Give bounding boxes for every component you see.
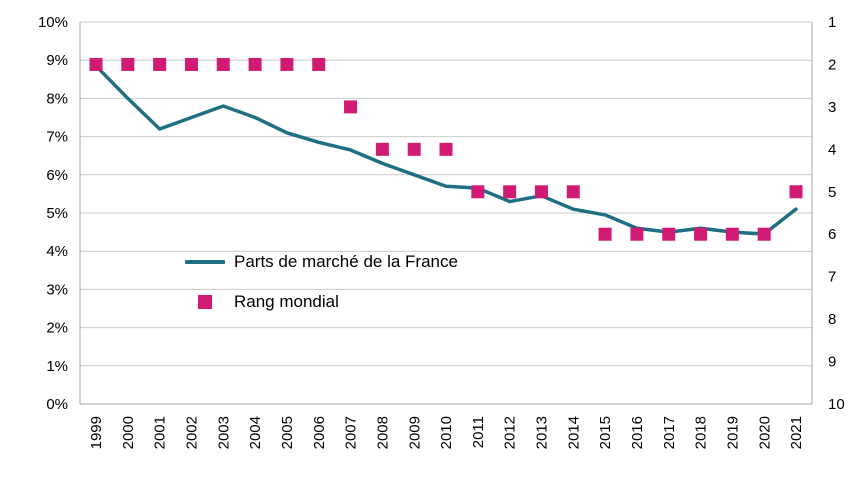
svg-text:2000: 2000 xyxy=(120,416,137,449)
line-series-swatch-icon xyxy=(185,260,225,264)
svg-text:2%: 2% xyxy=(46,320,68,337)
svg-text:8%: 8% xyxy=(46,90,68,107)
svg-text:2006: 2006 xyxy=(311,416,328,449)
svg-text:0%: 0% xyxy=(46,396,68,413)
svg-text:2018: 2018 xyxy=(693,416,710,449)
svg-text:2008: 2008 xyxy=(374,416,391,449)
svg-text:2002: 2002 xyxy=(184,416,201,449)
svg-text:2007: 2007 xyxy=(343,416,360,449)
legend-label-line: Parts de marché de la France xyxy=(234,252,458,271)
svg-text:7%: 7% xyxy=(46,129,68,146)
svg-text:7: 7 xyxy=(828,269,836,286)
y-axis-right: 1 2 3 4 5 6 7 8 9 10 xyxy=(828,14,845,413)
svg-text:2009: 2009 xyxy=(406,416,423,449)
svg-text:2020: 2020 xyxy=(756,416,773,449)
svg-text:4: 4 xyxy=(828,141,836,158)
svg-text:6: 6 xyxy=(828,226,836,243)
svg-text:2015: 2015 xyxy=(597,416,614,449)
svg-text:1%: 1% xyxy=(46,358,68,375)
svg-text:2001: 2001 xyxy=(152,416,169,449)
legend-label-rank: Rang mondial xyxy=(234,292,339,311)
y-axis-left: 0% 1% 2% 3% 4% 5% 6% 7% 8% 9% 10% xyxy=(38,14,68,413)
svg-text:1999: 1999 xyxy=(88,416,105,449)
line-series-parts-de-marche xyxy=(94,64,798,236)
svg-text:2016: 2016 xyxy=(629,416,646,449)
svg-text:2010: 2010 xyxy=(438,416,455,449)
svg-text:10: 10 xyxy=(828,396,845,413)
svg-text:2017: 2017 xyxy=(661,416,678,449)
svg-text:2019: 2019 xyxy=(724,416,741,449)
svg-text:1: 1 xyxy=(828,14,836,31)
svg-text:3%: 3% xyxy=(46,281,68,298)
svg-text:2005: 2005 xyxy=(279,416,296,449)
svg-text:2013: 2013 xyxy=(534,416,551,449)
svg-text:2003: 2003 xyxy=(215,416,232,449)
gridlines xyxy=(80,21,812,405)
svg-text:8: 8 xyxy=(828,311,836,328)
svg-text:2014: 2014 xyxy=(565,416,582,449)
svg-text:2021: 2021 xyxy=(788,416,805,449)
svg-text:9: 9 xyxy=(828,354,836,371)
svg-text:2004: 2004 xyxy=(247,416,264,449)
svg-text:9%: 9% xyxy=(46,52,68,69)
axis-lines xyxy=(79,22,813,405)
svg-text:3: 3 xyxy=(828,99,836,116)
svg-text:5%: 5% xyxy=(46,205,68,222)
svg-text:2011: 2011 xyxy=(470,416,487,448)
square-series-swatch-icon xyxy=(198,295,212,309)
legend-item-line: Parts de marché de la France xyxy=(185,252,458,272)
legend-item-rank: Rang mondial xyxy=(185,292,458,312)
svg-text:6%: 6% xyxy=(46,167,68,184)
svg-text:4%: 4% xyxy=(46,243,68,260)
chart-legend: Parts de marché de la France Rang mondia… xyxy=(185,252,458,312)
svg-text:10%: 10% xyxy=(38,14,68,31)
x-axis: 1999 2000 2001 2002 2003 2004 2005 2006 2007 2008… xyxy=(88,416,805,449)
svg-text:5: 5 xyxy=(828,184,836,201)
svg-text:2012: 2012 xyxy=(502,416,519,449)
marker-series-rang-mondial xyxy=(89,57,803,241)
svg-text:2: 2 xyxy=(828,56,836,73)
